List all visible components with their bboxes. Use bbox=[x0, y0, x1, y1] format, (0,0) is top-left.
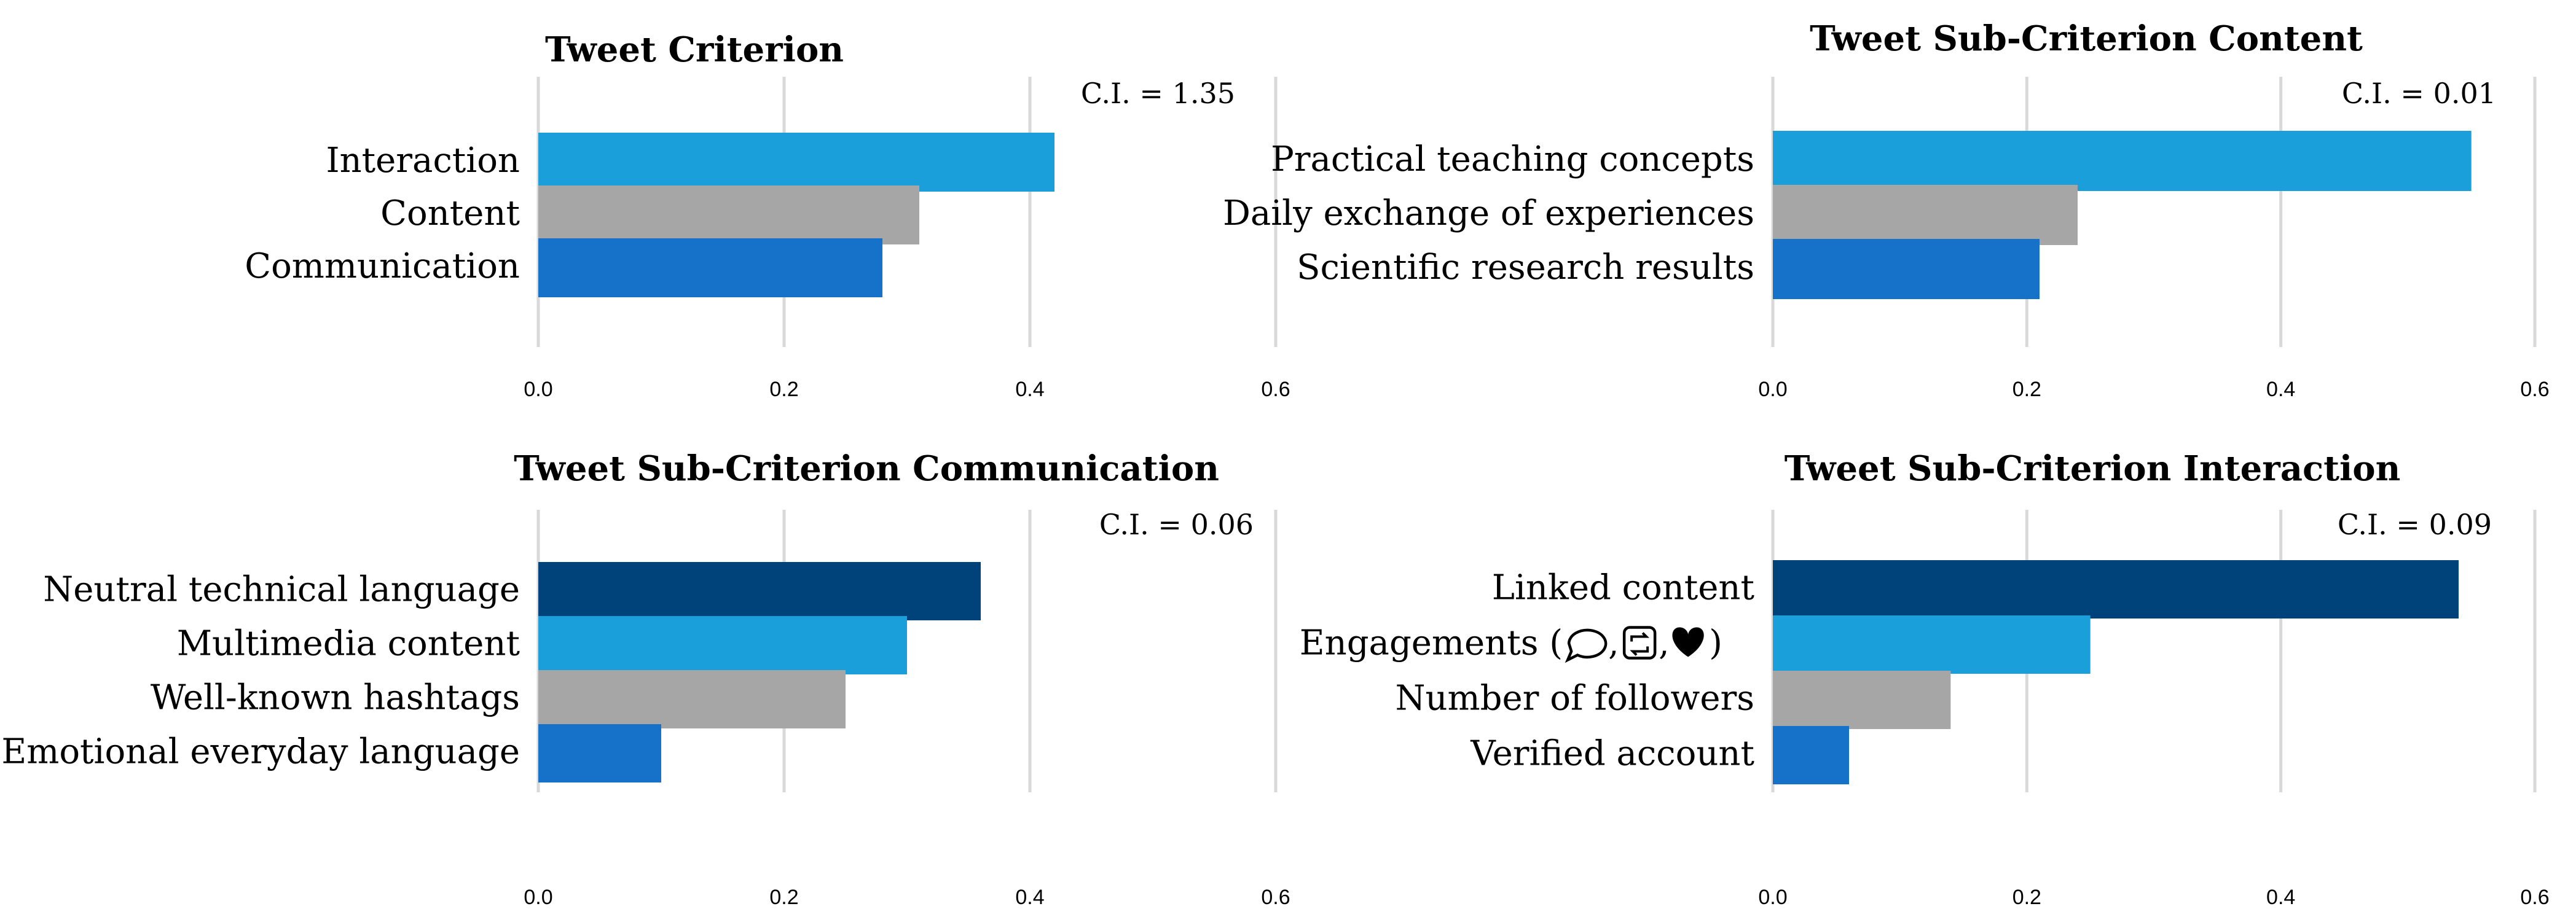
ci-annotation-1: C.I. = 0.01 bbox=[2342, 77, 2496, 110]
bar-2-0 bbox=[538, 562, 981, 620]
category-label-3-1: Engagements ( bbox=[1300, 623, 1563, 663]
category-label-1-0: Practical teaching concepts bbox=[1271, 139, 1754, 179]
category-label-2-1: Multimedia content bbox=[177, 624, 520, 664]
retweet-arrows-icon bbox=[1630, 632, 1649, 656]
bar-0-0 bbox=[538, 133, 1054, 192]
x-tick-label-0-0: 0.0 bbox=[524, 378, 552, 401]
chart-title-0: Tweet Criterion bbox=[545, 29, 844, 70]
icon-separator: , bbox=[1608, 623, 1619, 663]
bar-1-2 bbox=[1773, 239, 2040, 299]
x-tick-label-0-3: 0.6 bbox=[1261, 378, 1290, 401]
x-tick-label-1-3: 0.6 bbox=[2520, 378, 2549, 401]
x-tick-label-0-2: 0.4 bbox=[1015, 378, 1044, 401]
category-label-1-1: Daily exchange of experiences bbox=[1223, 193, 1754, 233]
retweet-icon bbox=[1622, 626, 1657, 660]
x-tick-label-1-0: 0.0 bbox=[1758, 378, 1787, 401]
icon-separator: , bbox=[1659, 623, 1669, 663]
category-label-2-0: Neutral technical language bbox=[43, 570, 520, 610]
category-label-2-2: Well-known hashtags bbox=[151, 678, 520, 718]
engagement-icons-3-1: ,, bbox=[1565, 623, 1704, 663]
category-label-3-0: Linked content bbox=[1492, 568, 1755, 608]
x-tick-label-1-1: 0.2 bbox=[2012, 378, 2041, 401]
x-tick-label-0-1: 0.2 bbox=[769, 378, 798, 401]
x-tick-label-3-3: 0.6 bbox=[2520, 886, 2549, 909]
bar-2-3 bbox=[538, 724, 661, 782]
ci-annotation-2: C.I. = 0.06 bbox=[1099, 508, 1254, 541]
bar-1-1 bbox=[1773, 185, 2078, 245]
chart-title-2: Tweet Sub-Criterion Communication bbox=[514, 448, 1219, 489]
bar-3-2 bbox=[1773, 671, 1951, 729]
comment-icon bbox=[1565, 628, 1608, 663]
category-label-0-0: Interaction bbox=[326, 141, 520, 181]
x-tick-label-3-2: 0.4 bbox=[2266, 886, 2295, 909]
x-tick-label-3-0: 0.0 bbox=[1758, 886, 1787, 909]
category-label-2-3: Emotional everyday language bbox=[1, 732, 520, 772]
chart-title-1: Tweet Sub-Criterion Content bbox=[1810, 18, 2363, 59]
category-label-3-2: Number of followers bbox=[1395, 679, 1754, 719]
x-tick-label-2-1: 0.2 bbox=[769, 886, 798, 909]
chart-title-3: Tweet Sub-Criterion Interaction bbox=[1785, 448, 2401, 489]
bar-2-2 bbox=[538, 670, 846, 728]
bar-3-1 bbox=[1773, 615, 2091, 674]
x-tick-label-2-0: 0.0 bbox=[524, 886, 552, 909]
category-label-0-1: Content bbox=[380, 193, 520, 233]
bar-1-0 bbox=[1773, 131, 2472, 191]
x-tick-label-3-1: 0.2 bbox=[2012, 886, 2041, 909]
bar-0-1 bbox=[538, 185, 919, 244]
category-label-1-2: Scientific research results bbox=[1297, 248, 1754, 287]
category-label-3-3: Verified account bbox=[1470, 734, 1754, 774]
category-label-suffix-3-1: ) bbox=[1709, 623, 1722, 663]
ci-annotation-0: C.I. = 1.35 bbox=[1081, 77, 1235, 110]
category-label-0-2: Communication bbox=[245, 246, 520, 286]
bar-2-1 bbox=[538, 616, 907, 674]
ci-annotation-3: C.I. = 0.09 bbox=[2338, 508, 2492, 541]
bar-3-3 bbox=[1773, 726, 1849, 784]
x-tick-label-1-2: 0.4 bbox=[2266, 378, 2295, 401]
heart-icon bbox=[1672, 627, 1704, 657]
x-tick-label-2-2: 0.4 bbox=[1015, 886, 1044, 909]
x-tick-label-2-3: 0.6 bbox=[1261, 886, 1290, 909]
bar-3-0 bbox=[1773, 560, 2459, 618]
bar-0-2 bbox=[538, 238, 882, 297]
